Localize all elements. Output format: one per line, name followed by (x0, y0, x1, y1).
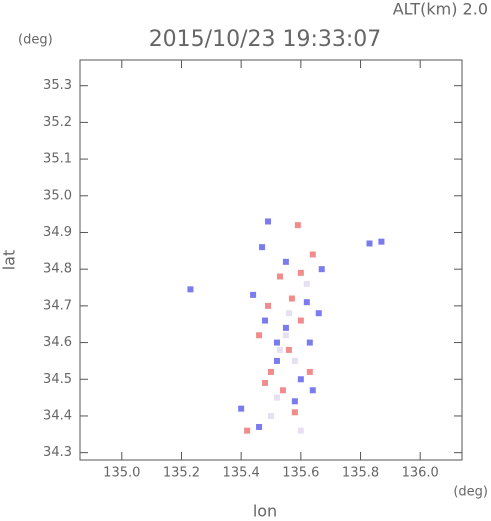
altitude-label: ALT(km) 2.0 (393, 0, 488, 19)
x-tick-label: 135.2 (163, 466, 200, 481)
y-tick-label: 35.0 (43, 188, 72, 203)
data-point (378, 238, 385, 245)
data-point (366, 240, 373, 247)
data-point (273, 357, 280, 364)
data-point (294, 222, 301, 229)
data-point (262, 379, 269, 386)
data-point (303, 299, 310, 306)
data-point (262, 317, 269, 324)
data-point (282, 258, 289, 265)
y-tick-label: 34.9 (43, 225, 72, 240)
data-point (282, 332, 289, 339)
data-point (187, 286, 194, 293)
data-point (256, 423, 263, 430)
data-point (297, 427, 304, 434)
y-unit: (deg) (18, 33, 53, 48)
x-unit: (deg) (453, 485, 488, 500)
x-tick-label: 135.4 (223, 466, 260, 481)
data-point (282, 324, 289, 331)
data-point (276, 346, 283, 353)
data-point (291, 357, 298, 364)
y-tick-label: 34.6 (43, 335, 72, 350)
data-point (315, 310, 322, 317)
y-tick-label: 35.3 (43, 78, 72, 93)
data-point (285, 310, 292, 317)
data-point (265, 218, 272, 225)
data-point (303, 280, 310, 287)
chart-title: 2015/10/23 19:33:07 (149, 27, 382, 52)
data-point (291, 409, 298, 416)
x-tick-label: 135.8 (342, 466, 379, 481)
y-tick-label: 34.7 (43, 298, 72, 313)
data-point (291, 398, 298, 405)
data-point (297, 376, 304, 383)
y-tick-label: 34.3 (43, 445, 72, 460)
data-point (318, 266, 325, 273)
y-tick-label: 34.5 (43, 372, 72, 387)
data-point (273, 339, 280, 346)
x-tick-label: 135.6 (282, 466, 319, 481)
data-point (309, 251, 316, 258)
y-axis-label: lat (0, 250, 19, 271)
data-point (306, 339, 313, 346)
data-point (250, 291, 257, 298)
data-point (238, 405, 245, 412)
plot-frame (79, 59, 463, 461)
data-point (306, 368, 313, 375)
data-point (276, 273, 283, 280)
x-tick-label: 135.0 (103, 466, 140, 481)
data-point (273, 394, 280, 401)
data-point (309, 387, 316, 394)
data-point (259, 244, 266, 251)
data-point (297, 317, 304, 324)
y-tick-label: 35.2 (43, 115, 72, 130)
data-point (268, 368, 274, 375)
data-point (285, 346, 292, 353)
data-point (244, 427, 251, 434)
data-point (265, 302, 272, 309)
data-point (256, 332, 263, 339)
y-tick-label: 34.8 (43, 262, 72, 277)
x-tick-label: 136.0 (402, 466, 439, 481)
data-point (268, 412, 274, 419)
y-tick-label: 34.4 (43, 408, 72, 423)
data-point (297, 269, 304, 276)
data-point (279, 387, 286, 394)
data-point (288, 295, 295, 302)
x-axis-label: lon (253, 502, 277, 521)
y-tick-label: 35.1 (43, 152, 72, 167)
